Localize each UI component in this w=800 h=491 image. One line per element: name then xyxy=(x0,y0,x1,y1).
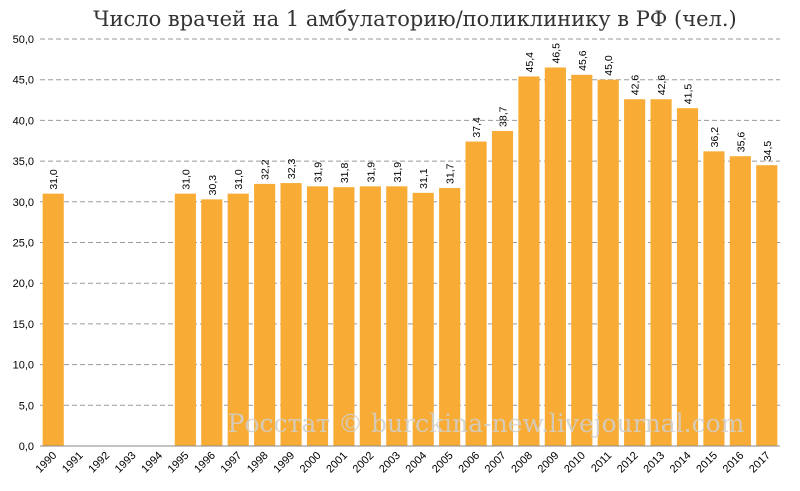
bar xyxy=(386,186,408,447)
data-label: 31,9 xyxy=(392,162,404,183)
chart-title: Число врачей на 1 амбулаторию/поликлиник… xyxy=(93,7,736,31)
data-label: 45,6 xyxy=(577,50,589,71)
bar xyxy=(465,141,487,446)
y-tick-label: 40,0 xyxy=(13,115,34,127)
bar xyxy=(624,99,646,447)
bar xyxy=(412,192,434,446)
data-label: 36,2 xyxy=(709,127,721,148)
y-tick-label: 25,0 xyxy=(13,238,34,250)
data-label: 32,3 xyxy=(286,158,298,179)
bar xyxy=(201,199,223,446)
x-tick-label: 2016 xyxy=(721,450,747,476)
bar xyxy=(597,79,619,446)
data-label: 45,0 xyxy=(603,55,615,76)
bar xyxy=(333,187,355,446)
bar xyxy=(518,76,540,446)
bar xyxy=(439,187,461,446)
data-label: 42,6 xyxy=(656,75,668,96)
data-label: 42,6 xyxy=(630,75,642,96)
data-label: 31,9 xyxy=(365,162,377,183)
data-label: 46,5 xyxy=(550,43,562,64)
x-tick-label: 1991 xyxy=(60,450,86,476)
y-tick-label: 10,0 xyxy=(13,360,34,372)
data-label: 31,7 xyxy=(445,163,457,184)
data-label: 37,4 xyxy=(471,117,483,138)
x-tick-label: 1994 xyxy=(139,450,165,476)
bar xyxy=(359,186,381,447)
bar xyxy=(174,193,196,446)
x-tick-label: 2003 xyxy=(377,450,403,476)
x-tick-label: 2010 xyxy=(562,450,588,476)
x-tick-label: 1993 xyxy=(113,450,139,476)
x-tick-label: 2017 xyxy=(747,450,773,476)
data-label: 31,0 xyxy=(48,169,60,190)
data-label: 30,3 xyxy=(207,175,219,196)
y-tick-label: 15,0 xyxy=(13,319,34,331)
x-tick-label: 2009 xyxy=(536,450,562,476)
y-tick-label: 20,0 xyxy=(13,278,34,290)
bar xyxy=(703,151,725,446)
bar xyxy=(756,165,778,447)
x-tick-label: 2014 xyxy=(668,450,694,476)
bar xyxy=(42,193,64,446)
data-labels: 31,0 31,0 30,3 31,0 32,2 32,3 31,9 31,8 31,9 31,9… xyxy=(48,43,774,195)
x-tick-label: 2007 xyxy=(483,450,509,476)
bar xyxy=(571,74,593,446)
bar xyxy=(544,67,566,447)
y-tick-label: 0,0 xyxy=(19,441,34,453)
x-tick-label: 1992 xyxy=(86,450,112,476)
x-tick-label: 1999 xyxy=(271,450,297,476)
x-tick-label: 1996 xyxy=(192,450,218,476)
y-tick-label: 30,0 xyxy=(13,197,34,209)
x-tick-label: 2000 xyxy=(298,450,324,476)
x-tick-label: 2005 xyxy=(430,450,456,476)
bar xyxy=(254,183,276,446)
x-tick-label: 2001 xyxy=(324,450,350,476)
data-label: 35,6 xyxy=(735,132,747,153)
data-label: 31,1 xyxy=(418,168,430,189)
watermark: Росстат © burckina-new.livejournal.com xyxy=(228,409,745,438)
y-tick-label: 45,0 xyxy=(13,75,34,87)
data-label: 32,2 xyxy=(260,159,272,180)
x-tick-label: 1998 xyxy=(245,450,271,476)
x-tick-label: 2011 xyxy=(589,450,614,475)
x-tick-label: 2002 xyxy=(351,450,377,476)
x-tick-label: 1990 xyxy=(34,450,60,476)
data-label: 31,9 xyxy=(313,162,325,183)
bar xyxy=(650,99,672,447)
x-tick-label: 1995 xyxy=(166,450,192,476)
x-tick-label: 2015 xyxy=(694,450,720,476)
data-label: 38,7 xyxy=(498,106,510,127)
x-tick-label: 1997 xyxy=(219,450,245,476)
data-label: 31,8 xyxy=(339,163,351,184)
bar xyxy=(676,108,699,446)
x-tick-label: 2013 xyxy=(641,450,667,476)
data-label: 41,5 xyxy=(683,84,695,105)
y-tick-label: 50,0 xyxy=(13,34,34,46)
gridlines xyxy=(40,38,780,406)
data-label: 31,0 xyxy=(180,169,192,190)
y-tick-label: 35,0 xyxy=(13,156,34,168)
bar xyxy=(280,183,302,446)
data-label: 34,5 xyxy=(762,141,774,162)
bar xyxy=(227,193,249,446)
x-tick-label: 2006 xyxy=(456,450,482,476)
x-tick-label: 2004 xyxy=(404,450,430,476)
bar xyxy=(491,130,514,446)
x-axis-ticks: 1990 1991 1992 1993 1994 1995 1996 1997 1998 1999… xyxy=(34,450,773,476)
bar xyxy=(306,186,329,447)
data-label: 45,4 xyxy=(524,52,536,73)
y-axis-ticks: 0,0 5,0 10,0 15,0 20,0 25,0 30,0 35,0 40,0 45,0 50… xyxy=(13,34,34,453)
bar xyxy=(729,156,751,446)
y-tick-label: 5,0 xyxy=(19,400,34,412)
x-tick-label: 2008 xyxy=(509,450,535,476)
x-tick-label: 2012 xyxy=(615,450,641,476)
bars xyxy=(42,67,778,447)
data-label: 31,0 xyxy=(233,169,245,190)
